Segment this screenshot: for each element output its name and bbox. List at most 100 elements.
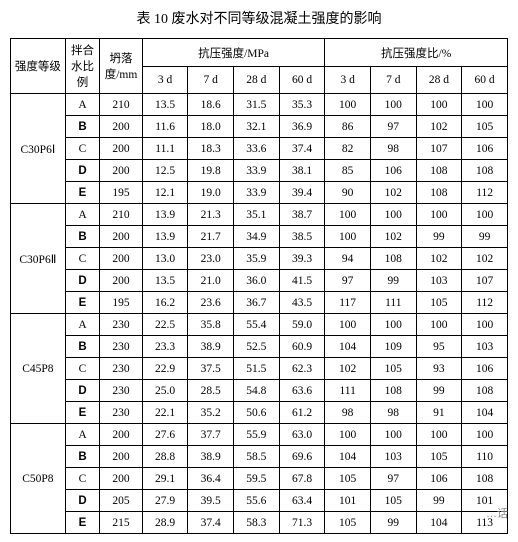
mpa7-cell: 37.7 — [188, 424, 234, 446]
ratio3-cell: 97 — [325, 270, 371, 292]
mpa3-cell: 27.9 — [142, 490, 188, 512]
mpa60-cell: 39.4 — [279, 182, 325, 204]
table-row: C20011.118.333.637.48298107106 — [11, 138, 508, 160]
grade-cell: C30P6Ⅱ — [11, 204, 66, 314]
grade-cell: C30P6Ⅰ — [11, 94, 66, 204]
code-cell: C — [65, 138, 99, 160]
ratio28-cell: 102 — [416, 248, 462, 270]
table-row: C30P6ⅠA21013.518.631.535.3100100100100 — [11, 94, 508, 116]
ratio28-cell: 105 — [416, 446, 462, 468]
mpa3-cell: 28.8 — [142, 446, 188, 468]
slump-cell: 200 — [100, 446, 143, 468]
col-ratio-28d: 28 d — [416, 67, 462, 94]
ratio60-cell: 100 — [462, 204, 508, 226]
table-row: E23022.135.250.661.2989891104 — [11, 402, 508, 424]
table-body: C30P6ⅠA21013.518.631.535.3100100100100B2… — [11, 94, 508, 534]
ratio60-cell: 99 — [462, 226, 508, 248]
slump-cell: 210 — [100, 204, 143, 226]
mpa28-cell: 36.0 — [234, 270, 280, 292]
mpa3-cell: 13.5 — [142, 270, 188, 292]
ratio28-cell: 107 — [416, 138, 462, 160]
slump-cell: 195 — [100, 182, 143, 204]
ratio7-cell: 97 — [370, 468, 416, 490]
ratio3-cell: 105 — [325, 512, 371, 534]
ratio28-cell: 99 — [416, 380, 462, 402]
slump-cell: 200 — [100, 160, 143, 182]
data-table: 强度等级 拌合水比例 坍落度/mm 抗压强度/MPa 抗压强度比/% 3 d 7… — [10, 38, 508, 534]
mpa60-cell: 39.3 — [279, 248, 325, 270]
table-row: B20011.618.032.136.98697102105 — [11, 116, 508, 138]
ratio28-cell: 100 — [416, 314, 462, 336]
slump-cell: 200 — [100, 468, 143, 490]
code-cell: C — [65, 248, 99, 270]
mpa28-cell: 35.9 — [234, 248, 280, 270]
mpa7-cell: 35.8 — [188, 314, 234, 336]
table-row: C50P8A20027.637.755.963.0100100100100 — [11, 424, 508, 446]
mpa7-cell: 18.6 — [188, 94, 234, 116]
code-cell: D — [65, 270, 99, 292]
mpa7-cell: 21.0 — [188, 270, 234, 292]
slump-cell: 215 — [100, 512, 143, 534]
mpa60-cell: 41.5 — [279, 270, 325, 292]
ratio60-cell: 100 — [462, 314, 508, 336]
ratio3-cell: 101 — [325, 490, 371, 512]
slump-cell: 200 — [100, 248, 143, 270]
col-mpa-28d: 28 d — [234, 67, 280, 94]
mpa28-cell: 55.6 — [234, 490, 280, 512]
ratio60-cell: 105 — [462, 116, 508, 138]
ratio60-cell: 110 — [462, 446, 508, 468]
ratio3-cell: 85 — [325, 160, 371, 182]
table-row: D20013.521.036.041.59799103107 — [11, 270, 508, 292]
slump-cell: 200 — [100, 270, 143, 292]
mpa3-cell: 25.0 — [142, 380, 188, 402]
ratio3-cell: 100 — [325, 424, 371, 446]
ratio3-cell: 102 — [325, 358, 371, 380]
mpa3-cell: 29.1 — [142, 468, 188, 490]
ratio3-cell: 82 — [325, 138, 371, 160]
ratio60-cell: 106 — [462, 138, 508, 160]
col-water-ratio: 拌合水比例 — [65, 39, 99, 94]
ratio7-cell: 98 — [370, 138, 416, 160]
mpa3-cell: 13.5 — [142, 94, 188, 116]
col-ratio-group: 抗压强度比/% — [325, 39, 508, 67]
ratio28-cell: 104 — [416, 512, 462, 534]
code-cell: C — [65, 358, 99, 380]
ratio3-cell: 100 — [325, 314, 371, 336]
slump-cell: 195 — [100, 292, 143, 314]
table-row: E19516.223.636.743.5117111105112 — [11, 292, 508, 314]
ratio7-cell: 106 — [370, 160, 416, 182]
mpa3-cell: 13.9 — [142, 204, 188, 226]
ratio7-cell: 109 — [370, 336, 416, 358]
mpa60-cell: 67.8 — [279, 468, 325, 490]
table-row: B20028.838.958.569.6104103105110 — [11, 446, 508, 468]
ratio7-cell: 100 — [370, 314, 416, 336]
mpa60-cell: 63.6 — [279, 380, 325, 402]
code-cell: B — [65, 446, 99, 468]
mpa3-cell: 22.9 — [142, 358, 188, 380]
ratio3-cell: 117 — [325, 292, 371, 314]
mpa60-cell: 35.3 — [279, 94, 325, 116]
table-row: E19512.119.033.939.490102108112 — [11, 182, 508, 204]
ratio3-cell: 100 — [325, 94, 371, 116]
mpa60-cell: 63.0 — [279, 424, 325, 446]
mpa60-cell: 61.2 — [279, 402, 325, 424]
col-mpa-7d: 7 d — [188, 67, 234, 94]
mpa28-cell: 36.7 — [234, 292, 280, 314]
table-row: C30P6ⅡA21013.921.335.138.7100100100100 — [11, 204, 508, 226]
mpa60-cell: 69.6 — [279, 446, 325, 468]
slump-cell: 200 — [100, 116, 143, 138]
mpa7-cell: 23.0 — [188, 248, 234, 270]
mpa7-cell: 28.5 — [188, 380, 234, 402]
ratio3-cell: 100 — [325, 226, 371, 248]
code-cell: A — [65, 94, 99, 116]
mpa28-cell: 31.5 — [234, 94, 280, 116]
ratio3-cell: 111 — [325, 380, 371, 402]
code-cell: A — [65, 424, 99, 446]
ratio28-cell: 91 — [416, 402, 462, 424]
ratio7-cell: 105 — [370, 358, 416, 380]
mpa3-cell: 12.1 — [142, 182, 188, 204]
ratio3-cell: 104 — [325, 446, 371, 468]
ratio28-cell: 105 — [416, 292, 462, 314]
mpa3-cell: 11.1 — [142, 138, 188, 160]
ratio60-cell: 100 — [462, 94, 508, 116]
